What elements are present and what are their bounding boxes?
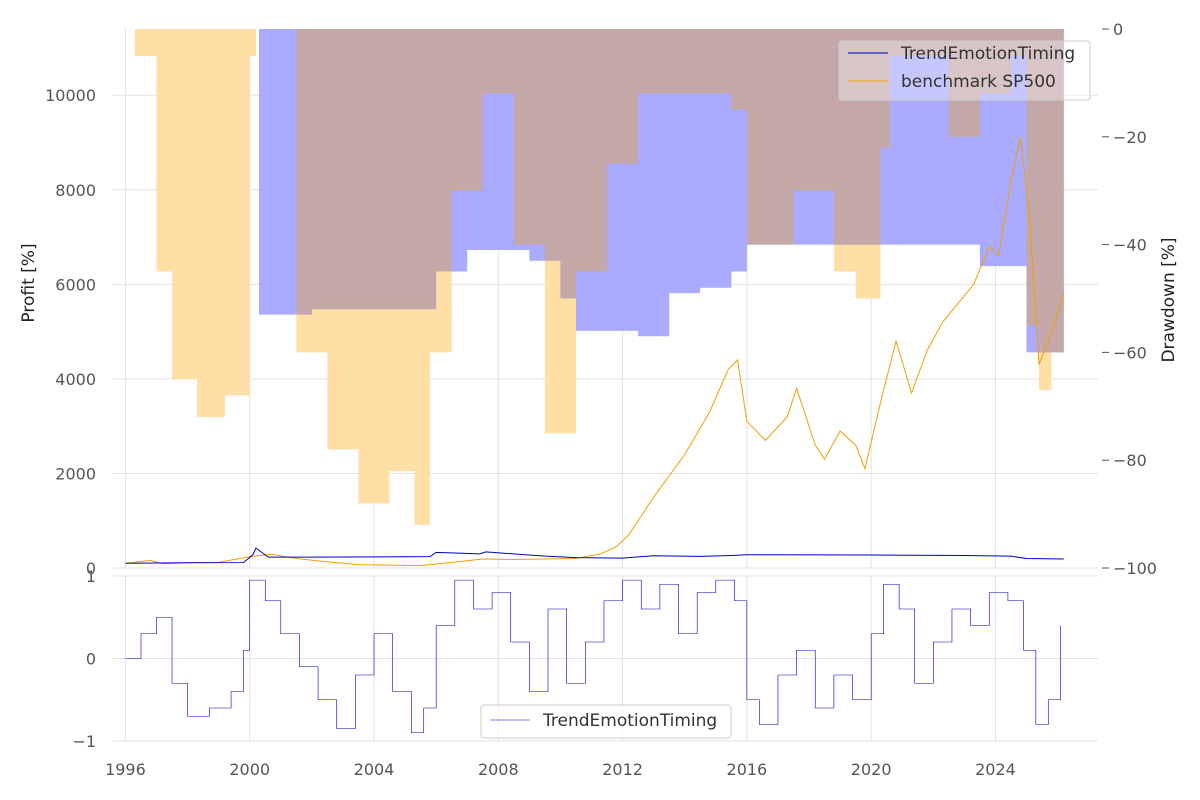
x-tick-label: 2004	[354, 760, 395, 779]
top-legend-box	[838, 40, 1091, 101]
overlap-drawdown-area	[125, 29, 1064, 353]
profit-axis-ticks: 0 2000 4000 6000 8000 10000	[45, 86, 96, 578]
drawdown-tick-label: −60	[1113, 343, 1147, 362]
x-tick-label: 1996	[105, 760, 146, 779]
bottom-legend: TrendEmotionTiming	[480, 704, 732, 739]
profit-tick-label: 0	[86, 559, 96, 578]
legend-label-signal: TrendEmotionTiming	[542, 711, 717, 731]
signal-line	[125, 579, 1062, 734]
profit-tick-label: 6000	[55, 275, 96, 294]
strategy-line	[125, 547, 1064, 564]
x-tick-label: 2024	[975, 760, 1016, 779]
drawdown-tick-label: −20	[1113, 128, 1147, 147]
benchmark-line	[125, 137, 1065, 567]
x-tick-label: 2008	[478, 760, 519, 779]
drawdown-fills	[125, 29, 1064, 525]
legend-label-benchmark: benchmark SP500	[901, 72, 1056, 92]
drawdown-tick-label: −100	[1113, 559, 1157, 578]
profit-lines	[125, 137, 1065, 567]
signal-tick-label: −1	[72, 732, 96, 751]
drawdown-tick-label: −80	[1113, 451, 1147, 470]
profit-tick-label: 2000	[55, 464, 96, 483]
signal-tick-label: 1	[86, 567, 96, 586]
x-axis-ticks: 1996 2000 2004 2008 2012 2016 2020 2024	[105, 760, 1016, 779]
x-tick-label: 2000	[229, 760, 270, 779]
drawdown-axis-ticks: −100 −80 −60 −40 −20 0	[1102, 20, 1157, 578]
drawdown-tick-label: 0	[1113, 20, 1123, 39]
x-tick-label: 2012	[602, 760, 643, 779]
x-tick-label: 2020	[851, 760, 892, 779]
signal-axis-ticks: −1 0 1	[72, 567, 96, 751]
x-tick-label: 2016	[727, 760, 768, 779]
bottom-legend-box	[480, 704, 732, 739]
profit-axis-label: Profit [%]	[19, 243, 39, 322]
legend-label-strategy: TrendEmotionTiming	[900, 44, 1075, 64]
drawdown-tick-label: −40	[1113, 236, 1147, 255]
signal-lines	[125, 579, 1062, 734]
profit-tick-label: 4000	[55, 370, 96, 389]
drawdown-axis-label: Drawdown [%]	[1159, 237, 1179, 362]
profit-tick-label: 10000	[45, 86, 96, 105]
top-legend: TrendEmotionTiming benchmark SP500	[838, 40, 1091, 101]
profit-tick-label: 8000	[55, 181, 96, 200]
signal-tick-label: 0	[86, 650, 96, 669]
